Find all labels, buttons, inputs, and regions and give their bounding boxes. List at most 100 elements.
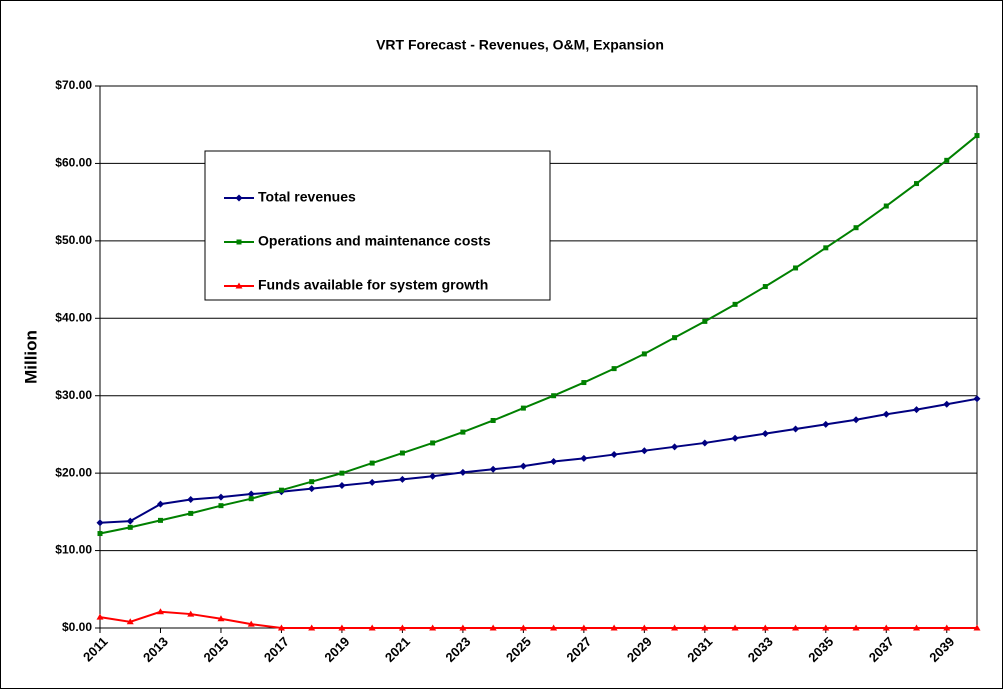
y-tick-label: $20.00 — [55, 465, 92, 479]
y-tick-label: $10.00 — [55, 543, 92, 557]
marker — [156, 608, 164, 615]
marker — [187, 610, 195, 617]
marker — [217, 493, 225, 501]
marker — [641, 351, 647, 357]
marker — [247, 490, 255, 498]
marker — [157, 517, 163, 523]
marker — [490, 417, 496, 423]
marker — [823, 245, 829, 251]
marker — [580, 454, 588, 462]
marker — [822, 624, 830, 631]
marker — [671, 624, 679, 631]
marker — [247, 620, 255, 627]
marker — [309, 479, 315, 485]
marker — [702, 318, 708, 324]
marker — [520, 405, 526, 411]
legend-label: Operations and maintenance costs — [258, 233, 491, 249]
marker — [368, 624, 376, 631]
legend-label: Funds available for system growth — [258, 277, 488, 293]
marker — [882, 410, 890, 418]
marker — [701, 624, 709, 631]
marker — [368, 478, 376, 486]
y-axis-label: Million — [21, 330, 40, 384]
legend-box — [204, 150, 551, 301]
marker — [853, 225, 859, 231]
marker — [308, 485, 316, 493]
marker — [882, 624, 890, 631]
marker — [519, 462, 527, 470]
marker — [489, 624, 497, 631]
marker — [339, 470, 345, 476]
marker — [308, 624, 316, 631]
marker — [761, 624, 769, 631]
marker — [248, 496, 254, 502]
marker — [822, 420, 830, 428]
marker — [672, 335, 678, 341]
marker — [188, 510, 194, 516]
marker — [852, 416, 860, 424]
y-tick-label: $60.00 — [55, 156, 92, 170]
marker — [581, 380, 587, 386]
marker — [973, 395, 981, 403]
marker — [338, 624, 346, 631]
chart-title: VRT Forecast - Revenues, O&M, Expansion — [376, 37, 664, 53]
marker — [974, 133, 980, 139]
marker — [883, 203, 889, 209]
marker — [218, 503, 224, 509]
series-line — [99, 134, 978, 535]
marker — [550, 624, 558, 631]
y-tick-label: $30.00 — [55, 388, 92, 402]
series — [97, 133, 980, 537]
marker — [97, 531, 103, 537]
marker — [399, 450, 405, 456]
marker — [236, 239, 242, 245]
marker — [127, 524, 133, 530]
marker — [459, 468, 467, 476]
series — [96, 395, 981, 527]
marker — [550, 458, 558, 466]
marker — [793, 265, 799, 271]
marker — [731, 624, 739, 631]
marker — [126, 517, 134, 525]
marker — [459, 624, 467, 631]
marker — [519, 624, 527, 631]
series-line — [99, 610, 977, 629]
y-tick-label: $0.00 — [62, 620, 92, 634]
marker — [580, 624, 588, 631]
marker — [640, 624, 648, 631]
legend-label: Total revenues — [258, 189, 356, 205]
marker — [762, 284, 768, 290]
marker — [96, 613, 104, 620]
marker — [429, 624, 437, 631]
marker — [610, 451, 618, 459]
marker — [852, 624, 860, 631]
marker — [429, 472, 437, 480]
marker — [943, 400, 951, 408]
marker — [913, 624, 921, 631]
marker — [973, 624, 981, 631]
marker — [943, 624, 951, 631]
marker — [761, 430, 769, 438]
marker — [278, 487, 284, 493]
marker — [156, 500, 164, 508]
marker — [369, 460, 375, 466]
marker — [126, 618, 134, 625]
marker — [671, 443, 679, 451]
marker — [430, 440, 436, 446]
marker — [187, 495, 195, 503]
marker — [732, 301, 738, 307]
marker — [944, 157, 950, 163]
marker — [398, 624, 406, 631]
marker — [398, 475, 406, 483]
marker — [731, 434, 739, 442]
marker — [914, 181, 920, 187]
legend: Total revenues Operations and maintenance… — [204, 150, 551, 301]
series-line — [99, 397, 978, 524]
marker — [792, 425, 800, 433]
marker — [217, 615, 225, 622]
marker — [792, 624, 800, 631]
marker — [338, 482, 346, 490]
marker — [489, 465, 497, 473]
